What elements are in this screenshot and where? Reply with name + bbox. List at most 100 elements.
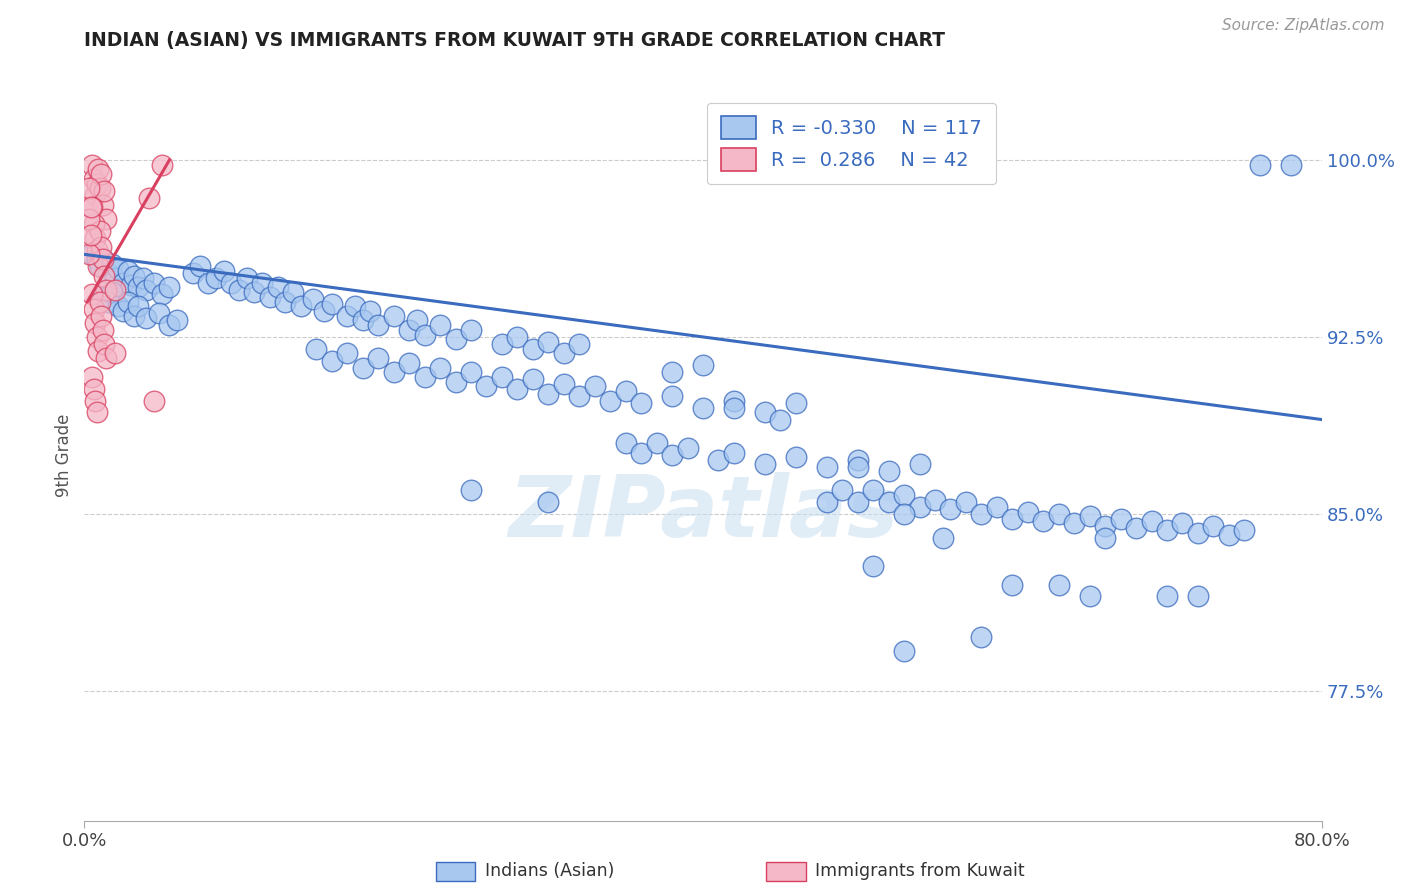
Point xyxy=(1094,518,1116,533)
Point xyxy=(831,483,853,498)
Point xyxy=(104,346,127,360)
Point xyxy=(117,294,139,309)
Text: INDIAN (ASIAN) VS IMMIGRANTS FROM KUWAIT 9TH GRADE CORRELATION CHART: INDIAN (ASIAN) VS IMMIGRANTS FROM KUWAIT… xyxy=(84,30,945,50)
Point xyxy=(1078,509,1101,524)
Point xyxy=(82,370,104,384)
Point xyxy=(77,211,100,226)
Point xyxy=(932,531,955,545)
Point xyxy=(877,495,900,509)
Text: ZIPatlas: ZIPatlas xyxy=(508,472,898,555)
Point xyxy=(83,217,105,231)
Point xyxy=(924,492,946,507)
Legend: R = -0.330    N = 117, R =  0.286    N = 42: R = -0.330 N = 117, R = 0.286 N = 42 xyxy=(707,103,995,185)
Text: Immigrants from Kuwait: Immigrants from Kuwait xyxy=(815,863,1025,880)
Point xyxy=(84,231,107,245)
Point xyxy=(413,370,436,384)
Point xyxy=(506,382,529,396)
Point xyxy=(89,224,111,238)
Point xyxy=(82,158,104,172)
Point xyxy=(281,285,305,299)
Point xyxy=(259,290,281,304)
Point xyxy=(90,167,112,181)
Point xyxy=(360,304,382,318)
Point xyxy=(135,311,157,326)
Point xyxy=(290,299,312,313)
Point xyxy=(1047,577,1070,591)
Point xyxy=(846,452,869,467)
Point xyxy=(89,181,111,195)
Point xyxy=(491,370,513,384)
Point xyxy=(1032,514,1054,528)
Point xyxy=(83,172,105,186)
Point xyxy=(120,278,142,293)
Point xyxy=(1218,528,1240,542)
Point xyxy=(91,198,114,212)
Point xyxy=(1156,524,1178,538)
Point xyxy=(352,313,374,327)
Point xyxy=(815,495,838,509)
Point xyxy=(1078,590,1101,604)
Point xyxy=(614,436,637,450)
Point xyxy=(723,445,745,459)
Point xyxy=(522,342,544,356)
Point xyxy=(336,309,359,323)
Point xyxy=(336,346,359,360)
Point xyxy=(84,316,107,330)
Point xyxy=(1187,590,1209,604)
Point xyxy=(305,342,328,356)
Text: Source: ZipAtlas.com: Source: ZipAtlas.com xyxy=(1222,18,1385,33)
Point xyxy=(785,396,807,410)
Point xyxy=(754,405,776,419)
Point xyxy=(250,276,273,290)
Point xyxy=(91,290,114,304)
Point xyxy=(132,271,155,285)
Point xyxy=(101,257,124,271)
Point xyxy=(676,441,699,455)
Point xyxy=(205,271,228,285)
Point xyxy=(815,459,838,474)
Point xyxy=(312,304,335,318)
Point xyxy=(243,285,266,299)
Point xyxy=(846,459,869,474)
Point xyxy=(893,507,915,521)
Point xyxy=(274,294,297,309)
Point xyxy=(568,389,591,403)
Point xyxy=(692,358,714,372)
Point xyxy=(150,158,173,172)
Point xyxy=(785,450,807,465)
Point xyxy=(90,309,112,323)
Point xyxy=(143,276,166,290)
Point xyxy=(343,299,366,313)
Point xyxy=(1109,511,1132,525)
Point xyxy=(599,393,621,408)
Point xyxy=(970,507,993,521)
Point xyxy=(94,351,117,366)
Point xyxy=(723,401,745,415)
Point xyxy=(321,297,343,311)
Point xyxy=(87,344,110,359)
Point xyxy=(89,294,111,309)
Point xyxy=(117,264,139,278)
Point xyxy=(506,330,529,344)
Point xyxy=(104,283,127,297)
Point xyxy=(491,337,513,351)
Point xyxy=(82,200,104,214)
Point xyxy=(91,323,114,337)
Point xyxy=(382,309,405,323)
Point xyxy=(939,502,962,516)
Point xyxy=(955,495,977,509)
Point xyxy=(893,488,915,502)
Point xyxy=(83,301,105,316)
Point xyxy=(553,346,575,360)
Point xyxy=(127,299,149,313)
Point xyxy=(1125,521,1147,535)
Point xyxy=(970,630,993,644)
Point xyxy=(661,389,683,403)
Point xyxy=(537,334,560,349)
Point xyxy=(86,405,108,419)
Point xyxy=(553,377,575,392)
Point xyxy=(754,458,776,472)
Point xyxy=(77,181,100,195)
Point xyxy=(122,268,145,283)
Point xyxy=(159,280,180,294)
